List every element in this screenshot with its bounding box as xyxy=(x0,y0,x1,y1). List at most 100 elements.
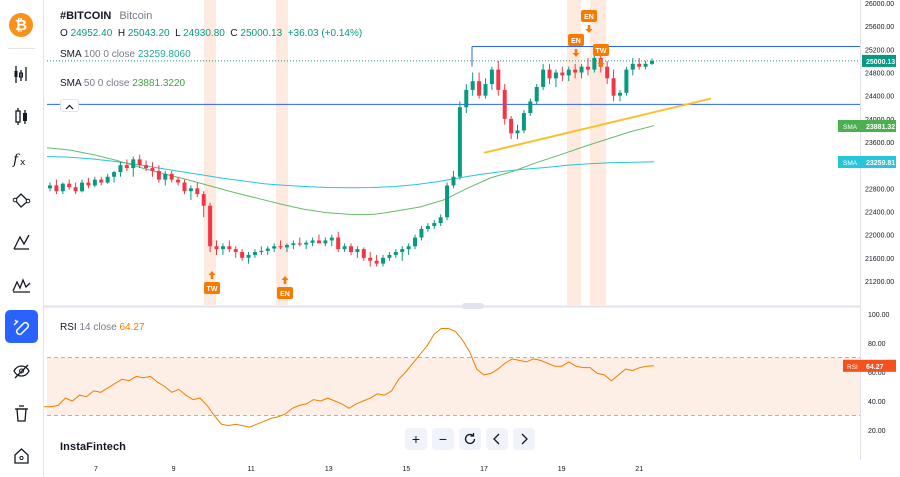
sma100-legend[interactable]: SMA 100 0 close 23259.8060 xyxy=(60,49,191,60)
time-axis[interactable]: 7 9 11 13 15 17 19 21 xyxy=(94,466,643,473)
candle[interactable] xyxy=(624,66,629,96)
fib-tool-button[interactable] xyxy=(5,226,38,259)
candle[interactable] xyxy=(617,89,622,102)
patterns-button[interactable] xyxy=(5,268,38,301)
candle[interactable] xyxy=(163,170,168,186)
candle[interactable] xyxy=(387,252,392,261)
candle[interactable] xyxy=(323,237,328,247)
candle[interactable] xyxy=(534,84,539,105)
candle[interactable] xyxy=(73,182,78,195)
candle[interactable] xyxy=(528,98,533,116)
candle[interactable] xyxy=(304,240,309,250)
candle[interactable] xyxy=(112,170,117,183)
candle[interactable] xyxy=(496,60,501,96)
candle[interactable] xyxy=(246,252,251,264)
candle[interactable] xyxy=(393,249,398,258)
zoom-in-button[interactable]: + xyxy=(405,428,427,450)
candle[interactable] xyxy=(99,176,104,186)
signal-tw-marker[interactable]: TW xyxy=(204,271,220,294)
candle[interactable] xyxy=(214,240,219,255)
candle[interactable] xyxy=(60,182,65,195)
reset-button[interactable] xyxy=(459,428,481,450)
sma50-line[interactable] xyxy=(46,125,655,215)
candle[interactable] xyxy=(233,246,238,258)
candle[interactable] xyxy=(509,115,514,140)
candle[interactable] xyxy=(80,179,85,193)
signal-en-marker[interactable]: EN xyxy=(277,276,293,299)
candle[interactable] xyxy=(259,246,264,255)
candle[interactable] xyxy=(457,101,462,180)
candle[interactable] xyxy=(413,234,418,250)
hide-drawings-button[interactable] xyxy=(5,355,38,388)
candle[interactable] xyxy=(144,160,149,171)
candle[interactable] xyxy=(329,234,334,247)
sma50-legend[interactable]: SMA 50 0 close 23881.3220 xyxy=(60,78,186,89)
candle[interactable] xyxy=(438,214,443,226)
candle[interactable] xyxy=(188,185,193,200)
candle[interactable] xyxy=(470,72,475,96)
signal-tw-marker[interactable]: TW xyxy=(593,44,609,67)
candle[interactable] xyxy=(131,156,136,177)
candle[interactable] xyxy=(201,191,206,218)
candle[interactable] xyxy=(220,243,225,255)
compare-button[interactable] xyxy=(5,100,38,133)
scroll-left-button[interactable] xyxy=(486,428,508,450)
scroll-right-button[interactable] xyxy=(513,428,535,450)
candle[interactable] xyxy=(291,240,296,250)
candle[interactable] xyxy=(195,182,200,198)
candle[interactable] xyxy=(48,182,52,192)
candle[interactable] xyxy=(208,202,213,253)
candle[interactable] xyxy=(483,78,488,99)
candle[interactable] xyxy=(150,162,155,177)
candle[interactable] xyxy=(169,170,174,183)
candle[interactable] xyxy=(406,243,411,255)
rsi-legend[interactable]: RSI 14 close 64.27 xyxy=(60,322,145,333)
candle[interactable] xyxy=(515,124,520,140)
candle[interactable] xyxy=(297,237,302,247)
candle[interactable] xyxy=(432,220,437,229)
candle[interactable] xyxy=(355,246,360,258)
candle[interactable] xyxy=(445,182,450,221)
candle[interactable] xyxy=(451,170,456,189)
candle[interactable] xyxy=(182,179,187,195)
signal-en-marker[interactable]: EN xyxy=(581,10,597,33)
candle[interactable] xyxy=(368,252,373,267)
candle[interactable] xyxy=(349,243,353,255)
rsi-line[interactable] xyxy=(44,328,655,428)
candle[interactable] xyxy=(124,159,129,171)
lock-button[interactable] xyxy=(5,439,38,472)
candle[interactable] xyxy=(86,177,91,189)
candle[interactable] xyxy=(336,231,341,253)
candle[interactable] xyxy=(310,237,315,247)
candle[interactable] xyxy=(272,243,277,253)
candle[interactable] xyxy=(265,246,270,255)
trend-line[interactable] xyxy=(483,97,712,154)
candle[interactable] xyxy=(521,110,526,134)
candle[interactable] xyxy=(592,55,597,73)
collapse-legend-button[interactable] xyxy=(60,99,79,112)
magnet-button[interactable] xyxy=(5,310,38,343)
candle[interactable] xyxy=(489,66,494,90)
candle[interactable] xyxy=(553,69,558,87)
candle[interactable] xyxy=(67,179,72,190)
candle[interactable] xyxy=(176,176,181,186)
candle[interactable] xyxy=(579,63,584,79)
candle[interactable] xyxy=(650,58,654,65)
candle[interactable] xyxy=(425,223,430,232)
candle[interactable] xyxy=(643,60,648,70)
signal-en-marker[interactable]: EN xyxy=(568,34,584,57)
zoom-out-button[interactable]: − xyxy=(432,428,454,450)
candle[interactable] xyxy=(477,72,482,99)
sma100-line[interactable] xyxy=(46,156,655,189)
draw-tools-button[interactable] xyxy=(5,184,38,217)
candle[interactable] xyxy=(118,162,123,177)
resistance-line[interactable] xyxy=(471,45,860,67)
candle[interactable] xyxy=(566,66,571,82)
pane-resize-handle[interactable] xyxy=(462,303,484,309)
candle[interactable] xyxy=(464,84,469,114)
delete-drawings-button[interactable] xyxy=(5,397,38,430)
candle[interactable] xyxy=(400,246,405,261)
candle[interactable] xyxy=(278,240,283,250)
price-axis[interactable]: 26000.00 25600.00 25200.00 24800.00 24400.00… xyxy=(865,1,894,286)
candle[interactable] xyxy=(105,173,110,184)
